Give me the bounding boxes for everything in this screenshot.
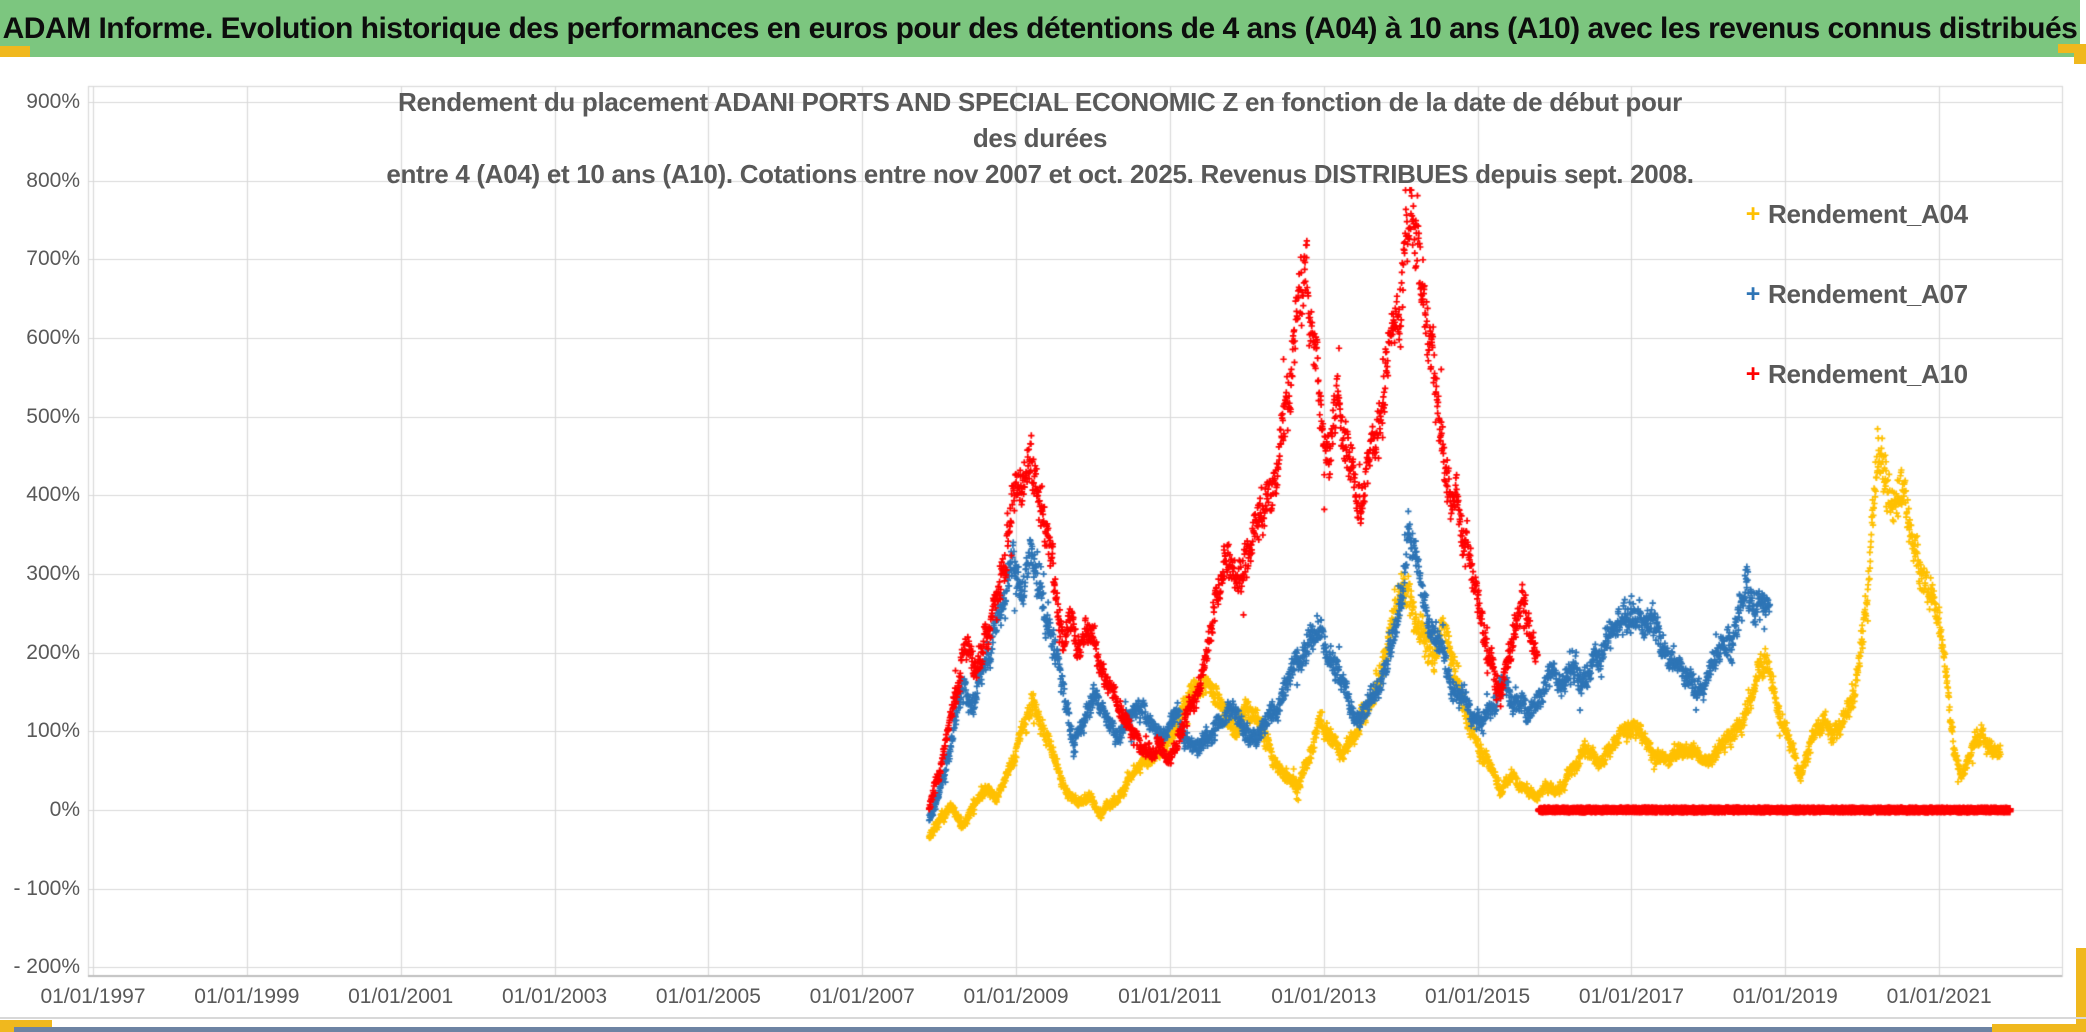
x-axis-tick-label: 01/01/2007 bbox=[809, 985, 915, 1008]
gold-accent-top-right bbox=[2058, 44, 2086, 53]
y-axis-tick-label: 800% bbox=[26, 168, 80, 192]
x-axis-tick-label: 01/01/2019 bbox=[1732, 985, 1838, 1008]
y-axis-tick-label: 0% bbox=[49, 798, 80, 821]
y-axis-tick-label: 200% bbox=[26, 640, 80, 664]
legend-item-rendement_a04[interactable]: + Rendement_A04 bbox=[1738, 196, 1968, 232]
plus-marker-icon: + bbox=[1745, 279, 1761, 308]
x-axis-tick-label: 01/01/2017 bbox=[1578, 985, 1684, 1008]
x-axis-tick-label: 01/01/2003 bbox=[501, 985, 608, 1008]
page-title: ADAM Informe. Evolution historique des p… bbox=[2, 11, 2078, 45]
legend-item-rendement_a07[interactable]: + Rendement_A07 bbox=[1738, 276, 1968, 312]
legend-item-rendement_a10[interactable]: + Rendement_A10 bbox=[1738, 356, 1968, 392]
legend-label: Rendement_A10 bbox=[1768, 358, 1968, 389]
bottom-scroll-strip[interactable] bbox=[14, 1027, 1992, 1032]
y-axis-tick-label: 400% bbox=[26, 483, 80, 507]
y-axis-tick-label: - 100% bbox=[13, 876, 80, 900]
x-axis-tick-label: 01/01/2013 bbox=[1271, 985, 1377, 1008]
gold-accent-right-edge bbox=[2076, 948, 2086, 1032]
y-axis-tick-label: 500% bbox=[26, 404, 80, 428]
x-axis-tick-label: 01/01/2005 bbox=[655, 985, 761, 1008]
gold-accent-bottom-right bbox=[1992, 1024, 2086, 1032]
x-axis-tick-label: 01/01/2009 bbox=[963, 985, 1069, 1008]
chart-title-line1: Rendement du placement ADANI PORTS AND S… bbox=[398, 87, 1682, 153]
gold-accent-top-right-edge bbox=[2074, 44, 2086, 64]
y-axis-tick-label: 300% bbox=[26, 562, 80, 586]
chart-legend: + Rendement_A04 + Rendement_A07 + Rendement_A… bbox=[1738, 196, 1968, 436]
gold-accent-top-left bbox=[0, 46, 30, 57]
x-axis-tick-label: 01/01/2011 bbox=[1118, 985, 1222, 1008]
x-axis-tick-label: 01/01/2015 bbox=[1425, 985, 1531, 1008]
y-axis-tick-label: 100% bbox=[26, 719, 80, 743]
y-axis-tick-label: 700% bbox=[26, 247, 80, 271]
y-axis-tick-label: 600% bbox=[26, 326, 80, 350]
x-axis-tick-label: 01/01/1999 bbox=[194, 985, 300, 1008]
legend-label: Rendement_A07 bbox=[1768, 278, 1968, 309]
header-banner: ADAM Informe. Evolution historique des p… bbox=[0, 0, 2080, 57]
y-axis-tick-label: 900% bbox=[26, 90, 80, 114]
legend-label: Rendement_A04 bbox=[1768, 198, 1968, 229]
x-axis-tick-label: 01/01/1997 bbox=[40, 985, 146, 1008]
plus-marker-icon: + bbox=[1745, 199, 1761, 228]
bottom-separator bbox=[0, 1017, 2086, 1019]
plus-marker-icon: + bbox=[1745, 359, 1761, 388]
chart-title-line2: entre 4 (A04) et 10 ans (A10). Cotations… bbox=[386, 159, 1694, 189]
x-axis-tick-label: 01/01/2001 bbox=[348, 985, 454, 1008]
y-axis-tick-label: - 200% bbox=[13, 955, 80, 979]
x-axis-tick-label: 01/01/2021 bbox=[1886, 985, 1992, 1008]
chart-title: Rendement du placement ADANI PORTS AND S… bbox=[375, 84, 1705, 192]
